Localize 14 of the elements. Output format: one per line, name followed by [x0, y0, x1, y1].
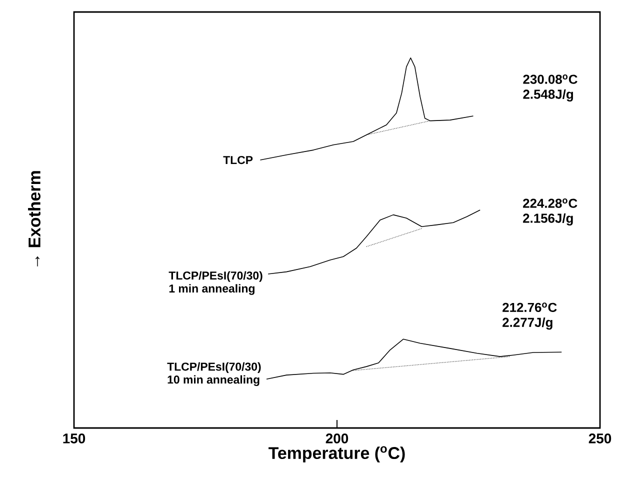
annotation: 2.156J/g: [523, 213, 573, 226]
x-tick-label: 250: [588, 434, 612, 444]
x-axis-title: Temperature ($^{o}$C): [268, 446, 405, 462]
x-tick-label: 150: [63, 434, 86, 444]
annotation: 230.08$^{o}$C: [523, 74, 578, 84]
series-label: TLCP: [223, 156, 253, 164]
y-axis-title: → Exotherm: [28, 171, 40, 266]
annotation: 212.76$^{o}$C: [502, 302, 557, 312]
series-label: TLCP/PEsI(70/30) 1 min annealing: [168, 271, 262, 295]
x-tick-label: 200: [326, 434, 348, 444]
annotation: 2.548J/g: [523, 89, 573, 102]
series-label: TLCP/PEsI(70/30) 10 min annealing: [167, 362, 261, 386]
annotation: 2.277J/g: [502, 317, 552, 330]
annotation: 224.28$^{o}$C: [523, 198, 578, 208]
